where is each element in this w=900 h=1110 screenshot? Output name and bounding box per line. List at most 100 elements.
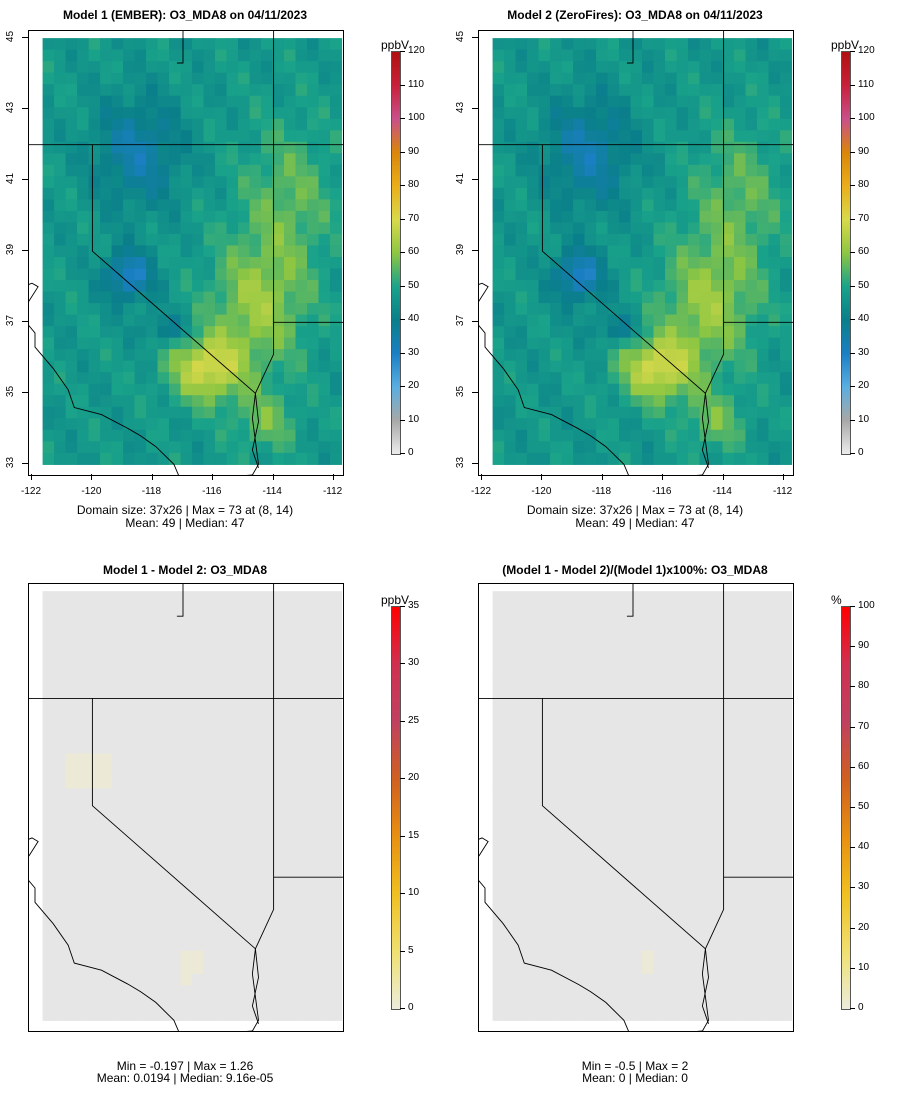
grid-cell <box>100 869 113 882</box>
grid-cell <box>146 291 159 304</box>
grid-cell <box>745 823 758 836</box>
grid-cell <box>699 187 712 200</box>
grid-cell <box>272 753 285 766</box>
grid-cell <box>653 591 666 604</box>
grid-cell <box>54 153 67 166</box>
colorbar-units: ppbV <box>831 38 860 52</box>
grid-cell <box>688 429 701 442</box>
grid-cell <box>573 153 586 166</box>
latitude-tick <box>22 250 28 252</box>
grid-cell <box>100 245 113 258</box>
grid-cell <box>699 141 712 154</box>
grid-cell <box>284 892 297 905</box>
latitude-tick <box>22 321 28 323</box>
grid-cell <box>504 799 517 813</box>
grid-cell <box>295 788 308 801</box>
grid-cell <box>88 892 101 905</box>
grid-cell <box>607 811 620 824</box>
grid-cell <box>307 625 320 639</box>
grid-cell <box>711 452 724 465</box>
grid-cell <box>329 857 343 871</box>
grid-cell <box>688 765 701 778</box>
grid-cell <box>492 892 505 905</box>
grid-cell <box>642 695 655 708</box>
grid-cell <box>249 326 262 339</box>
grid-cell <box>42 997 55 1010</box>
grid-cell <box>203 591 216 604</box>
grid-cell <box>573 915 586 929</box>
grid-cell <box>504 683 517 697</box>
grid-cell <box>515 233 528 247</box>
grid-cell <box>146 199 159 212</box>
grid-cell <box>779 452 793 465</box>
grid-cell <box>261 649 274 662</box>
grid-cell <box>734 753 747 766</box>
grid-cell <box>180 337 193 350</box>
grid-cell <box>226 788 239 801</box>
grid-cell <box>688 707 701 720</box>
grid-cell <box>238 614 251 627</box>
grid-cell <box>538 291 551 304</box>
grid-cell <box>619 1008 632 1021</box>
grid-cell <box>699 637 712 650</box>
grid-cell <box>504 776 517 789</box>
grid-cell <box>146 660 159 673</box>
grid-cell <box>249 811 262 824</box>
grid-cell <box>779 660 793 673</box>
grid-cell <box>768 950 781 963</box>
grid-cell <box>515 118 528 131</box>
grid-cell <box>134 788 147 801</box>
grid-cell <box>192 765 205 778</box>
grid-cell <box>504 672 517 685</box>
grid-cell <box>203 625 216 639</box>
grid-cell <box>42 846 55 859</box>
grid-cell <box>745 164 758 177</box>
grid-cell <box>54 222 67 235</box>
grid-cell <box>307 141 320 154</box>
grid-cell <box>238 591 251 604</box>
grid-cell <box>550 107 563 120</box>
grid-cell <box>54 130 67 143</box>
grid-cell <box>77 199 90 212</box>
grid-cell <box>504 210 517 224</box>
grid-cell <box>561 765 574 778</box>
grid-cell <box>238 441 251 454</box>
grid-cell <box>272 927 285 940</box>
grid-cell <box>630 672 643 685</box>
grid-cell <box>515 707 528 720</box>
grid-cell <box>54 591 67 604</box>
grid-cell <box>54 61 67 74</box>
grid-cell <box>238 753 251 766</box>
grid-cell <box>134 614 147 627</box>
grid-cell <box>203 788 216 801</box>
grid-cell <box>42 280 55 293</box>
grid-cell <box>573 256 586 270</box>
grid-cell <box>711 268 724 281</box>
grid-cell <box>272 222 285 235</box>
grid-cell <box>111 95 124 108</box>
grid-cell <box>65 233 78 247</box>
grid-cell <box>722 927 735 940</box>
grid-cell <box>146 314 159 327</box>
grid-cell <box>550 602 563 615</box>
grid-cell <box>77 141 90 154</box>
grid-cell <box>607 602 620 615</box>
latitude-tick-label: 35 <box>455 386 467 398</box>
grid-cell <box>192 823 205 836</box>
grid-cell <box>699 153 712 166</box>
grid-cell <box>757 441 770 454</box>
grid-cell <box>619 360 632 373</box>
grid-cell <box>169 360 182 373</box>
grid-cell <box>169 372 182 385</box>
grid-cell <box>630 834 643 847</box>
grid-cell <box>619 199 632 212</box>
grid-cell <box>238 153 251 166</box>
grid-cell <box>238 38 251 51</box>
grid-cell <box>215 187 228 200</box>
grid-cell <box>226 38 239 51</box>
grid-cell <box>180 107 193 120</box>
grid-cell <box>515 395 528 408</box>
grid-cell <box>272 118 285 131</box>
grid-cell <box>261 950 274 963</box>
grid-cell <box>561 915 574 929</box>
